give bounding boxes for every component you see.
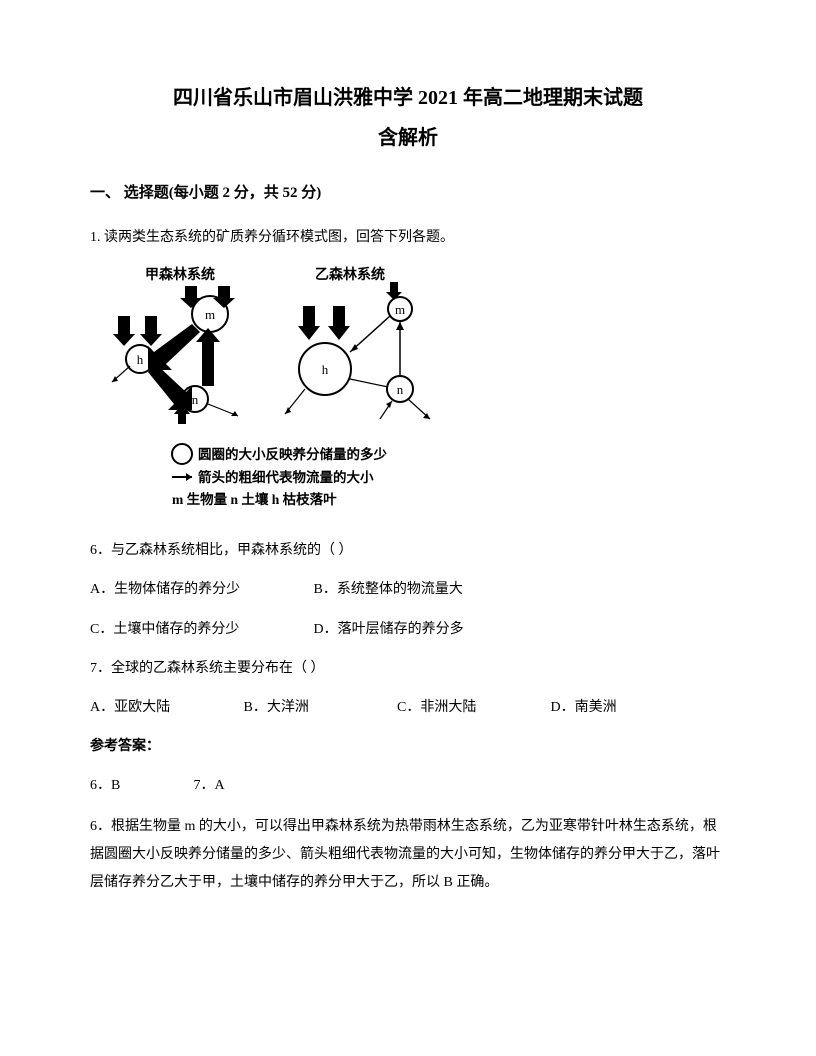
q7-option-a: A．亚欧大陆 [90, 695, 240, 720]
svg-text:m: m [205, 307, 215, 322]
svg-text:h: h [137, 352, 144, 367]
question-7-text: 7．全球的乙森林系统主要分布在（ ） [90, 656, 726, 681]
svg-text:m: m [395, 302, 405, 317]
question-6-options-ab: A．生物体储存的养分少 B．系统整体的物流量大 [90, 577, 726, 602]
section-header: 一、 选择题(每小题 2 分，共 52 分) [90, 180, 726, 207]
answer-7: 7．A [194, 773, 294, 798]
legend-arrow-text: 箭头的粗细代表物流量的大小 [198, 469, 374, 485]
question-7-options: A．亚欧大陆 B．大洋洲 C．非洲大陆 D．南美洲 [90, 695, 726, 720]
svg-text:n: n [192, 392, 199, 407]
q6-option-d: D．落叶层储存的养分多 [314, 617, 534, 642]
svg-text:n: n [397, 382, 404, 397]
diagram-svg: 甲森林系统 乙森林系统 m h n m [90, 264, 450, 524]
q7-option-b: B．大洋洲 [244, 695, 394, 720]
answer-6: 6．B [90, 773, 190, 798]
explanation-6: 6．根据生物量 m 的大小，可以得出甲森林系统为热带雨林生态系统，乙为亚寒带针叶… [90, 813, 726, 897]
q7-option-d: D．南美洲 [551, 695, 701, 720]
legend-circle-icon [172, 444, 192, 464]
diagram-label-left: 甲森林系统 [145, 266, 215, 283]
diagram-label-right: 乙森林系统 [315, 266, 385, 283]
question-6-text: 6．与乙森林系统相比，甲森林系统的（ ） [90, 538, 726, 563]
q6-option-c: C．土壤中储存的养分少 [90, 617, 310, 642]
svg-text:h: h [322, 362, 329, 377]
question-6-options-cd: C．土壤中储存的养分少 D．落叶层储存的养分多 [90, 617, 726, 642]
question-1-intro: 1. 读两类生态系统的矿质养分循环模式图，回答下列各题。 [90, 225, 726, 250]
q6-option-b: B．系统整体的物流量大 [314, 577, 534, 602]
q7-option-c: C．非洲大陆 [397, 695, 547, 720]
legend-circle-text: 圆圈的大小反映养分储量的多少 [198, 446, 387, 462]
ecosystem-diagram: 甲森林系统 乙森林系统 m h n m [90, 264, 450, 524]
answers-label: 参考答案： [90, 734, 726, 759]
q6-option-a: A．生物体储存的养分少 [90, 577, 310, 602]
page-subtitle: 含解析 [90, 120, 726, 156]
answer-numbers: 6．B 7．A [90, 773, 726, 798]
page-title: 四川省乐山市眉山洪雅中学 2021 年高二地理期末试题 [90, 80, 726, 116]
legend-symbols-text: m 生物量 n 土壤 h 枯枝落叶 [172, 491, 337, 507]
